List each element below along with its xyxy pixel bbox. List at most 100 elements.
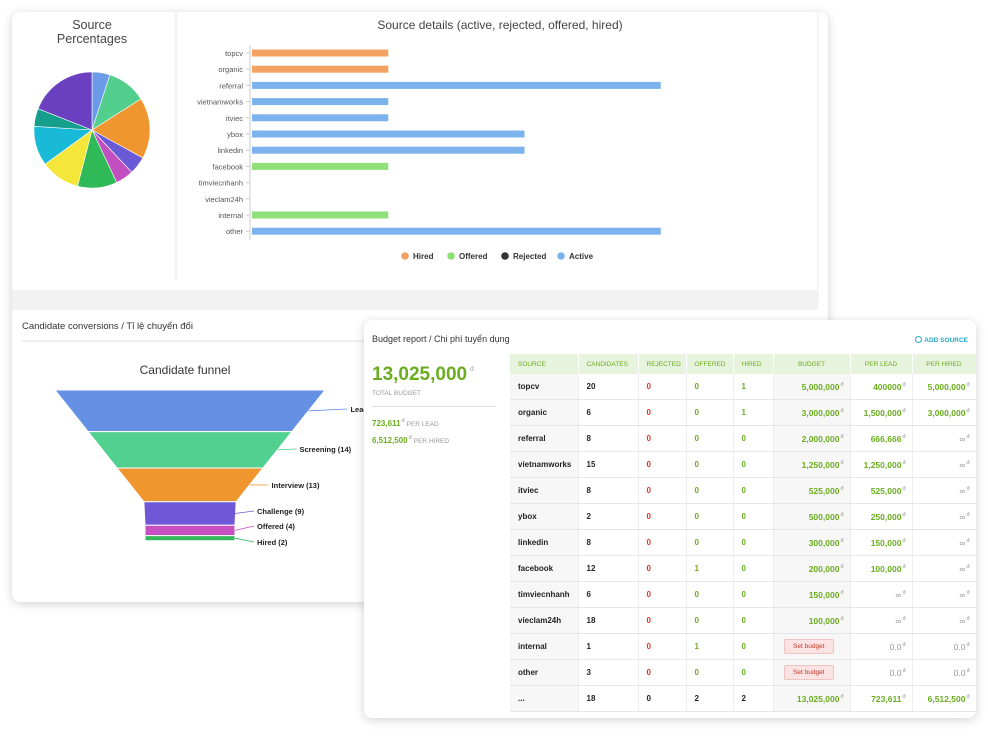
y-tick-label: vietnamworks [197,98,243,107]
leader-line [234,510,255,514]
legend-label: Active [569,252,594,261]
table-row: vieclam24h 18 0 0 0 100,000đ ∞đ ∞đ [510,607,976,634]
currency: đ [840,589,844,596]
funnel-label: Hired (2) [257,538,288,547]
add-source-label[interactable]: ADD SOURCE [924,337,968,344]
y-tick-label: linkedin [218,146,243,155]
table-cell: 0 [638,399,687,426]
table-cell: 100,000đ [773,607,851,634]
currency: đ [902,537,906,544]
table-cell: 0.0đ [912,633,976,660]
table-cell: ∞đ [850,581,913,608]
per-lead-label: PER LEAD [406,421,439,428]
funnel-segment [144,524,236,537]
table-cell: 723,611đ [850,685,913,712]
set-budget-button[interactable]: Set budget [784,639,834,654]
table-cell: 0 [733,659,774,686]
amount: ∞ [959,537,966,548]
table-cell: 0.0đ [850,633,913,660]
table-cell: 15 [578,451,639,478]
pie-slice [91,98,151,159]
table-cell: 6,512,500đ [912,685,976,712]
y-tick-label: ybox [227,130,243,139]
table-cell: 1 [686,633,734,660]
legend-swatch [447,252,455,260]
currency: đ [902,615,906,622]
table-cell: 0.0đ [850,659,913,686]
table-cell: 1,250,000đ [850,451,913,478]
legend-swatch [501,252,509,260]
amount: 5,000,000 [927,381,966,392]
table-cell: 1,500,000đ [850,399,913,426]
amount: 1,250,000 [863,459,902,470]
table-cell: 300,000đ [773,529,851,556]
amount: 3,000,000 [927,407,966,418]
table-cell: 0 [733,451,774,478]
currency: đ [840,433,844,440]
amount: 0.0 [953,667,966,678]
currency: đ [401,418,405,424]
table-cell: 1 [686,555,734,582]
bar [252,162,389,170]
set-budget-button[interactable]: Set budget [784,665,834,680]
table-cell: ∞đ [850,607,913,634]
funnel-segment [144,535,236,542]
table-cell: ∞đ [912,581,976,608]
currency: đ [966,407,970,414]
legend-swatch [557,252,565,260]
table-cell: 0 [638,685,687,712]
funnel-label: Challenge (9) [257,507,305,516]
column-header: OFFERED [686,354,734,374]
table-row: itviec 8 0 0 0 525,000đ 525,000đ ∞đ [510,477,976,504]
table-cell: 8 [578,425,639,452]
amount: 150,000 [870,537,902,548]
legend-swatch [401,252,409,260]
y-tick-label: referral [219,81,243,90]
currency: đ [966,693,970,700]
column-header: REJECTED [638,354,687,374]
table-cell: 0 [733,529,774,556]
amount: 6,512,500 [927,693,966,704]
currency: đ [840,485,844,492]
y-tick-label: vieclam24h [205,195,243,204]
amount: ∞ [895,589,902,600]
table-cell: 0 [686,529,734,556]
add-source[interactable]: ADD SOURCE [915,336,968,344]
bar [252,49,389,57]
table-row: ... 18 0 2 2 13,025,000đ 723,611đ 6,512,500đ [510,685,976,712]
table-row: linkedin 8 0 0 0 300,000đ 150,000đ ∞đ [510,529,976,556]
currency: đ [408,435,412,441]
amount: 5,000,000 [801,381,840,392]
table-cell: ∞đ [912,529,976,556]
currency: đ [902,667,906,674]
table-cell: 18 [578,685,639,712]
bar [252,211,389,219]
column-header: SOURCE [510,354,579,374]
table-cell: 0 [686,607,734,634]
bar [252,65,389,73]
bar-title: Source details (active, rejected, offere… [377,18,622,32]
table-cell: 500,000đ [773,503,851,530]
per-hired: 6,512,500đ PER HIRED [372,435,449,445]
table-row: referral 8 0 0 0 2,000,000đ 666,666đ ∞đ [510,425,976,452]
currency: đ [966,459,970,466]
table-cell: 0 [638,451,687,478]
amount: ∞ [959,511,966,522]
amount: 250,000 [870,511,902,522]
table-cell: 0 [686,399,734,426]
currency: đ [966,641,970,648]
table-cell: 0 [733,633,774,660]
per-hired-amount: 6,512,500 [372,436,408,445]
table-cell: 18 [578,607,639,634]
currency: đ [902,641,906,648]
funnel-segment [53,389,327,433]
table-cell: 0 [686,374,734,400]
amount: 0.0 [953,641,966,652]
currency: đ [966,537,970,544]
y-tick-label: other [226,227,244,236]
currency: đ [902,563,906,570]
table-cell: timviecnhanh [510,581,579,608]
pie-slice [37,71,93,131]
amount: 1,500,000 [863,407,902,418]
